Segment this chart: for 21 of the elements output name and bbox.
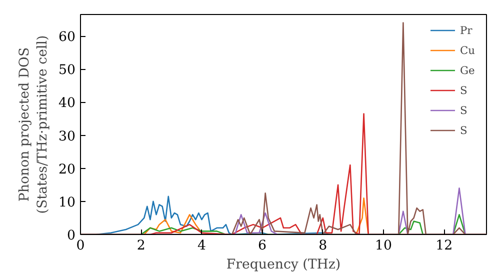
x-tick-label: 4: [197, 238, 206, 254]
x-tick-label: 10: [375, 238, 392, 254]
legend-label: S: [460, 83, 468, 97]
x-tick-label: 8: [318, 238, 328, 254]
legend-label: Ge: [460, 63, 476, 77]
legend-label: S: [460, 123, 468, 137]
y-tick-label: 20: [58, 162, 76, 178]
y-axis-title: Phonon projected DOS (States/THz·primitive cell): [18, 35, 51, 214]
x-tick-label: 6: [258, 238, 267, 254]
x-axis-title: Frequency (THz): [226, 258, 341, 272]
legend-label: Pr: [460, 23, 474, 37]
y-tick-label: 50: [58, 63, 76, 78]
y-tick-label: 30: [58, 129, 76, 144]
y-tick-label: 40: [58, 96, 76, 112]
x-tick-label: 2: [136, 238, 146, 254]
y-tick-label: 0: [67, 228, 76, 244]
legend-label: Cu: [460, 43, 476, 57]
legend-label: S: [460, 103, 468, 117]
y-tick-label: 10: [58, 195, 76, 210]
x-tick-label: 12: [436, 238, 453, 254]
y-tick-label: 60: [58, 30, 76, 46]
